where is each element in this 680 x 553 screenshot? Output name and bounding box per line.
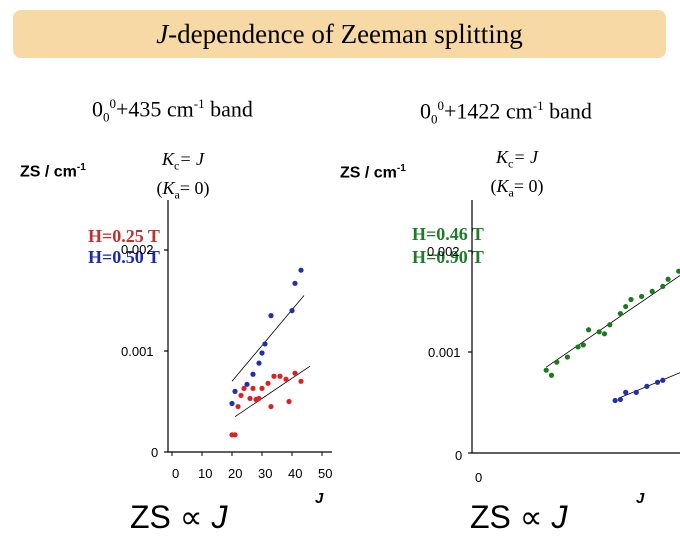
data-point — [665, 276, 671, 282]
data-point — [612, 397, 618, 404]
data-point — [654, 379, 661, 385]
left-legend-h-red: H=0.25 T — [88, 226, 160, 246]
data-point — [617, 396, 624, 403]
data-point — [265, 380, 271, 386]
data-point — [259, 385, 265, 391]
right-legend-h-blue: H=0.90 T — [412, 247, 484, 267]
data-point — [232, 432, 238, 438]
data-point — [244, 381, 250, 387]
right-y-tick-0.002: 0.002 — [427, 244, 460, 259]
data-point — [676, 268, 680, 274]
title-banner: J-dependence of Zeeman splitting — [13, 10, 666, 58]
left-y-tick-0.001: 0.001 — [121, 344, 154, 359]
data-point — [554, 359, 560, 365]
data-point — [262, 341, 268, 347]
data-point — [548, 372, 555, 378]
data-point — [268, 313, 274, 319]
left-kc-annotation: Kc= J (Ka= 0) — [156, 149, 210, 202]
data-point — [633, 389, 639, 395]
data-point — [596, 329, 602, 335]
data-point — [292, 370, 298, 376]
data-point — [250, 371, 256, 377]
left-chart — [164, 200, 332, 456]
left-x-tick-20: 20 — [228, 466, 243, 481]
left-x-tick-50: 50 — [318, 466, 333, 481]
data-point — [247, 395, 253, 402]
data-point — [241, 385, 247, 391]
left-x-tick-40: 40 — [288, 466, 303, 481]
data-point — [289, 308, 295, 314]
page-title: J-dependence of Zeeman splitting — [156, 19, 523, 49]
data-point — [283, 376, 289, 382]
right-chart — [468, 200, 680, 454]
left-x-tick-0: 0 — [172, 466, 180, 481]
data-point — [601, 331, 608, 337]
fit-line — [620, 372, 680, 398]
data-point — [639, 293, 645, 300]
data-point — [271, 373, 277, 379]
fit-line — [234, 365, 311, 417]
left-legend-h-blue: H=0.50 T — [88, 247, 160, 267]
right-y-tick-0: 0 — [455, 448, 463, 463]
data-point — [586, 327, 592, 333]
left-x-tick-10: 10 — [198, 466, 213, 481]
data-point — [277, 373, 283, 379]
data-point — [660, 377, 666, 383]
data-point — [575, 344, 581, 350]
right-x-axis-label: J — [636, 490, 645, 507]
data-point — [644, 383, 650, 389]
right-band-label: 000+1422 cm-1 band — [420, 98, 592, 127]
data-point — [298, 267, 304, 273]
data-point — [286, 398, 292, 405]
data-point — [232, 388, 238, 394]
right-kc-annotation: Kc= J (Ka= 0) — [490, 147, 544, 200]
left-y-tick-0.002: 0.002 — [121, 242, 154, 257]
right-proportionality-formula: ZS ∝ J — [470, 499, 568, 535]
data-point — [543, 367, 549, 373]
data-point — [623, 389, 629, 395]
data-point — [268, 403, 274, 410]
data-point — [628, 296, 634, 303]
left-y-axis-label: ZS / cm-1 — [20, 162, 86, 181]
left-proportionality-formula: ZS ∝ J — [130, 499, 228, 535]
data-point — [617, 311, 624, 317]
data-point — [259, 350, 265, 356]
right-y-axis-label: ZS / cm-1 — [340, 163, 406, 182]
data-point — [607, 322, 613, 328]
left-x-tick-30: 30 — [258, 466, 273, 481]
data-point — [660, 283, 666, 289]
data-point — [235, 403, 241, 410]
right-x-tick-0: 0 — [475, 470, 483, 485]
data-point — [250, 385, 256, 391]
data-point — [298, 378, 304, 384]
data-point — [256, 360, 262, 366]
left-y-tick-0: 0 — [151, 445, 159, 460]
data-point — [238, 392, 244, 399]
right-legend-h-green: H=0.46 T — [412, 224, 484, 244]
left-x-axis-label: J — [315, 490, 324, 507]
left-band-label: 000+435 cm-1 band — [92, 96, 253, 125]
data-point — [623, 303, 629, 310]
data-point — [564, 354, 571, 360]
right-y-tick-0.001: 0.001 — [428, 345, 461, 360]
data-point — [256, 395, 262, 402]
data-point — [292, 280, 298, 286]
data-point — [649, 288, 655, 294]
data-point — [229, 400, 235, 407]
data-point — [580, 342, 586, 348]
fit-line — [545, 275, 680, 368]
